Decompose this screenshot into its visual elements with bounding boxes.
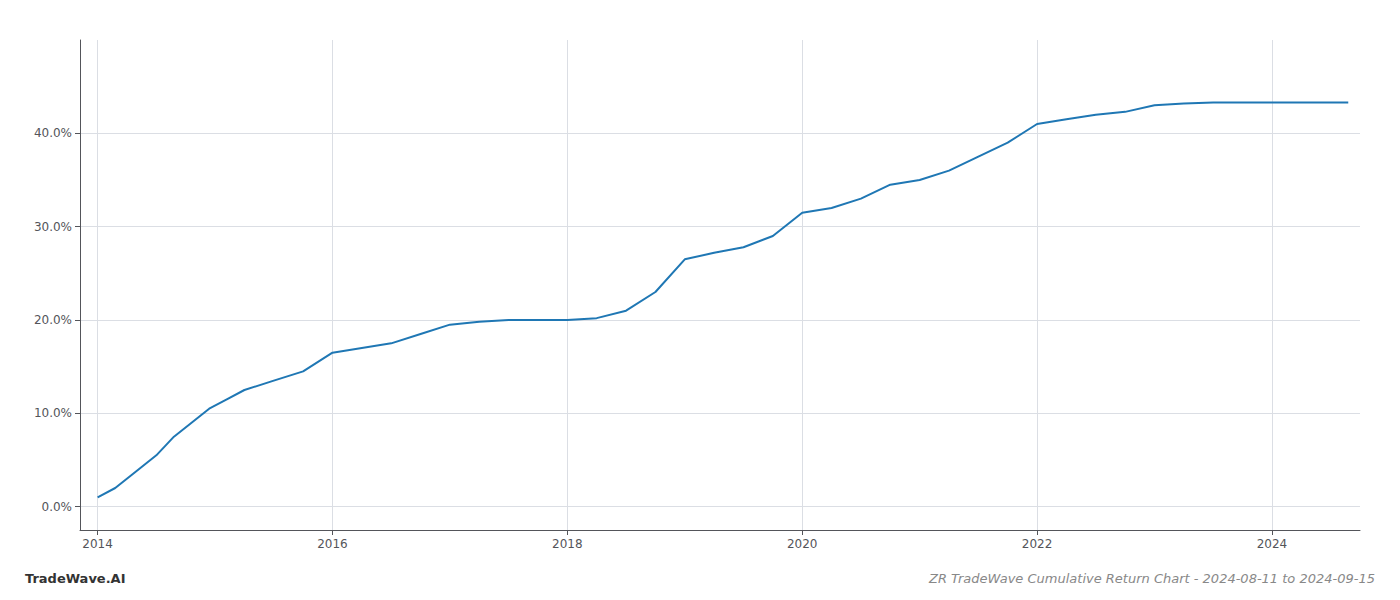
svg-text:2016: 2016: [317, 537, 348, 551]
svg-text:2024: 2024: [1257, 537, 1288, 551]
svg-text:30.0%: 30.0%: [34, 220, 72, 234]
svg-text:40.0%: 40.0%: [34, 126, 72, 140]
svg-text:20.0%: 20.0%: [34, 313, 72, 327]
svg-text:2022: 2022: [1022, 537, 1053, 551]
svg-text:ZR TradeWave Cumulative Return: ZR TradeWave Cumulative Return Chart - 2…: [928, 571, 1375, 586]
svg-text:2018: 2018: [552, 537, 583, 551]
svg-text:2014: 2014: [82, 537, 113, 551]
svg-text:TradeWave.AI: TradeWave.AI: [25, 571, 126, 586]
svg-text:2020: 2020: [787, 537, 818, 551]
svg-text:10.0%: 10.0%: [34, 406, 72, 420]
svg-text:0.0%: 0.0%: [42, 500, 73, 514]
